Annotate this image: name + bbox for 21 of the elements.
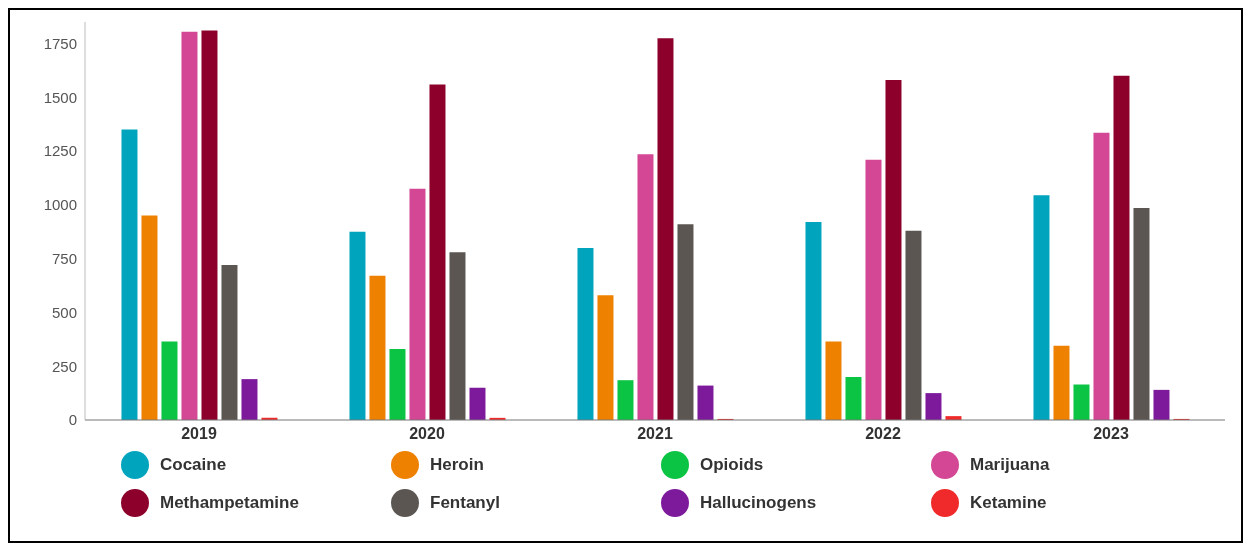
legend-label: Heroin (430, 455, 484, 475)
legend-label: Methampetamine (160, 493, 299, 513)
legend-label: Ketamine (970, 493, 1047, 513)
y-tick-label: 1000 (43, 196, 77, 214)
legend-label: Opioids (700, 455, 764, 475)
y-tick-label: 0 (68, 411, 77, 429)
x-tick-label: 2019 (181, 425, 217, 443)
y-tick-label: 1750 (43, 34, 77, 52)
y-tick-label: 500 (51, 303, 77, 321)
x-tick-label: 2021 (637, 425, 673, 443)
x-tick-label: 2020 (409, 425, 445, 443)
y-tick-label: 750 (51, 249, 77, 267)
legend-label: Marijuana (970, 455, 1050, 475)
legend-label: Cocaine (160, 455, 227, 475)
y-tick-label: 1500 (43, 88, 77, 106)
y-tick-label: 1250 (43, 142, 77, 160)
y-tick-label: 250 (51, 357, 77, 375)
legend-label: Fentanyl (430, 493, 500, 513)
legend-label: Hallucinogens (700, 493, 817, 513)
x-tick-label: 2023 (1093, 425, 1129, 443)
x-tick-label: 2022 (865, 425, 901, 443)
